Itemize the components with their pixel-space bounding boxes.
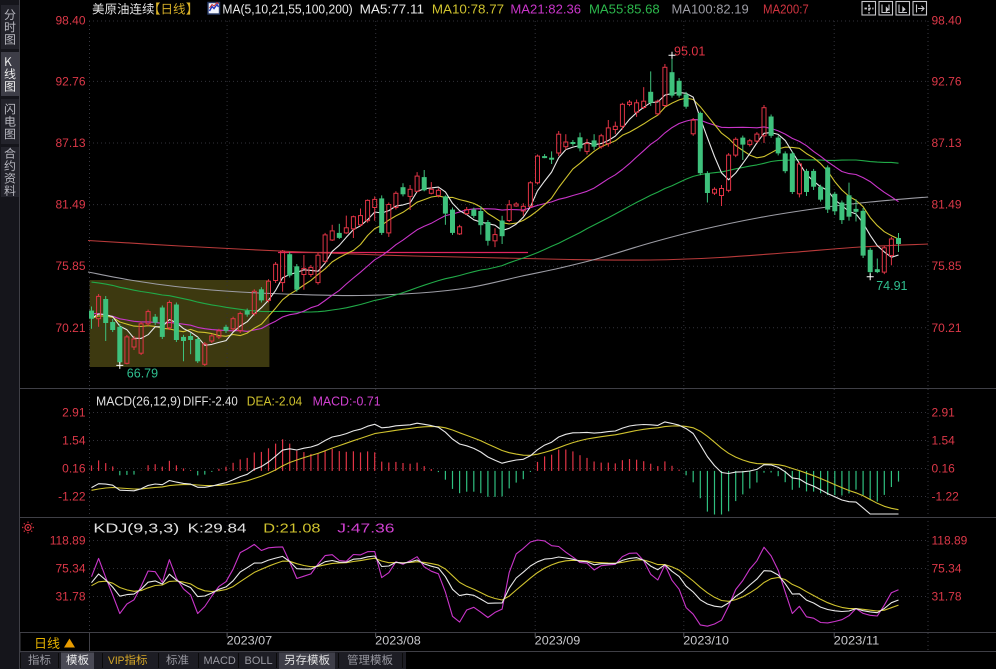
- svg-text:MA21:82.36: MA21:82.36: [510, 2, 581, 17]
- svg-text:MA5:77.11: MA5:77.11: [360, 2, 424, 17]
- svg-text:2023/08: 2023/08: [375, 634, 421, 648]
- svg-text:KDJ(9,3,3): KDJ(9,3,3): [93, 521, 179, 536]
- svg-text:81.49: 81.49: [55, 198, 85, 212]
- svg-text:118.89: 118.89: [50, 534, 86, 548]
- svg-text:MACD: MACD: [204, 655, 236, 667]
- svg-text:-1.22: -1.22: [58, 490, 86, 504]
- svg-text:2023/10: 2023/10: [683, 634, 729, 648]
- svg-text:MACD(26,12,9): MACD(26,12,9): [96, 394, 181, 409]
- svg-text:1.54: 1.54: [62, 434, 86, 448]
- svg-text:118.89: 118.89: [932, 534, 968, 548]
- svg-text:1.54: 1.54: [932, 434, 956, 448]
- svg-text:87.13: 87.13: [932, 136, 962, 150]
- svg-text:87.13: 87.13: [55, 136, 85, 150]
- svg-text:MA(5,10,21,55,100,200): MA(5,10,21,55,100,200): [222, 2, 352, 17]
- svg-text:70.21: 70.21: [55, 321, 85, 335]
- svg-text:-1.22: -1.22: [932, 490, 960, 504]
- svg-text:DIFF:-2.40: DIFF:-2.40: [183, 394, 238, 409]
- svg-text:98.40: 98.40: [55, 14, 85, 28]
- svg-text:BOLL: BOLL: [245, 655, 273, 667]
- svg-text:66.79: 66.79: [127, 366, 158, 380]
- svg-text:DEA:-2.04: DEA:-2.04: [247, 394, 302, 409]
- svg-text:74.91: 74.91: [876, 279, 907, 293]
- svg-text:D:21.08: D:21.08: [263, 521, 320, 536]
- svg-text:MA100:82.19: MA100:82.19: [672, 2, 749, 17]
- svg-text:K:29.84: K:29.84: [188, 521, 247, 536]
- svg-text:75.85: 75.85: [932, 259, 962, 273]
- svg-text:2.91: 2.91: [932, 406, 956, 420]
- svg-text:75.34: 75.34: [55, 562, 85, 576]
- svg-text:0.16: 0.16: [62, 462, 86, 476]
- svg-text:0.16: 0.16: [932, 462, 956, 476]
- svg-text:81.49: 81.49: [932, 198, 962, 212]
- svg-text:2023/11: 2023/11: [834, 634, 880, 648]
- svg-text:31.78: 31.78: [55, 590, 85, 604]
- svg-text:2.91: 2.91: [62, 406, 86, 420]
- svg-text:VIP: VIP: [108, 655, 125, 667]
- svg-text:92.76: 92.76: [55, 74, 85, 88]
- svg-text:75.34: 75.34: [932, 562, 962, 576]
- svg-text:75.85: 75.85: [55, 259, 85, 273]
- svg-text:70.21: 70.21: [932, 321, 962, 335]
- svg-text:MA55:85.68: MA55:85.68: [589, 2, 660, 17]
- svg-text:95.01: 95.01: [674, 44, 705, 58]
- svg-text:2023/09: 2023/09: [535, 634, 581, 648]
- svg-text:J:47.36: J:47.36: [337, 521, 394, 536]
- svg-text:MACD:-0.71: MACD:-0.71: [313, 394, 381, 409]
- svg-text:MA10:78.77: MA10:78.77: [432, 2, 504, 17]
- svg-text:MA200:7: MA200:7: [763, 2, 809, 17]
- svg-text:31.78: 31.78: [932, 590, 962, 604]
- svg-text:92.76: 92.76: [932, 74, 962, 88]
- svg-text:98.40: 98.40: [932, 14, 962, 28]
- svg-text:2023/07: 2023/07: [227, 634, 273, 648]
